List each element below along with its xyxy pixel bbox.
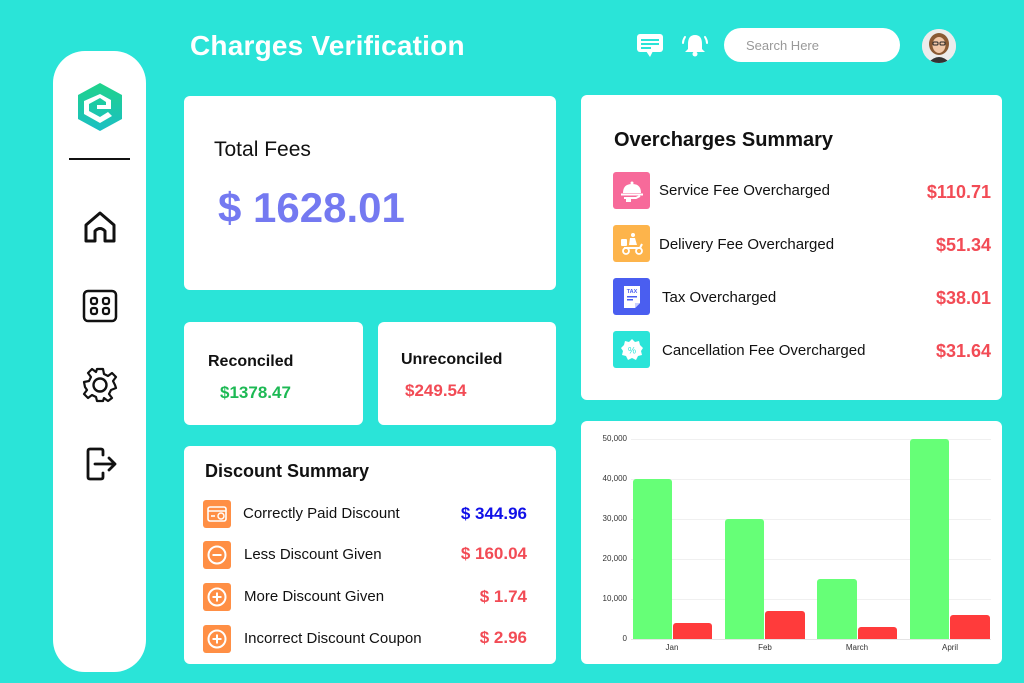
grid-icon (82, 289, 118, 323)
sidebar-divider (69, 158, 130, 160)
gridline (631, 519, 991, 520)
bar-feb-series1[interactable] (725, 519, 764, 639)
minus-circle-icon (203, 541, 231, 569)
discount-row[interactable]: Less Discount Given $ 160.04 (203, 541, 543, 571)
total-fees-card: Total Fees $ 1628.01 (184, 96, 556, 290)
brand-logo-icon[interactable] (75, 81, 125, 133)
plus-circle-icon (203, 625, 231, 653)
gear-icon (82, 367, 118, 403)
notifications-button[interactable] (680, 31, 710, 59)
y-tick: 40,000 (602, 474, 627, 483)
overcharge-row[interactable]: TAX Tax Overcharged $38.01 (613, 278, 991, 316)
home-icon (84, 211, 116, 243)
discount-value: $ 2.96 (479, 628, 527, 647)
discount-row[interactable]: More Discount Given $ 1.74 (203, 583, 543, 613)
reconciled-label: Reconciled (208, 353, 294, 370)
discount-summary-card: Discount Summary Correctly Paid Discount… (184, 446, 556, 664)
bar-feb-series2[interactable] (765, 611, 805, 639)
bell-icon (682, 35, 708, 57)
gridline (631, 479, 991, 480)
x-tick: April (941, 643, 958, 652)
gridline (631, 599, 991, 600)
overcharges-summary-title: Overcharges Summary (614, 129, 834, 151)
total-fees-value: $ 1628.01 (218, 184, 405, 231)
overcharges-summary-card: Overcharges Summary Service Fee Overchar… (581, 95, 1002, 400)
overcharge-label: Cancellation Fee Overcharged (662, 342, 866, 359)
discount-summary-title: Discount Summary (205, 461, 370, 481)
overcharge-value: $110.71 (926, 182, 991, 202)
svg-text:%: % (627, 345, 635, 355)
x-axis (631, 639, 991, 640)
y-tick: 10,000 (602, 594, 627, 603)
search-input[interactable] (724, 28, 900, 62)
svg-text:TAX: TAX (626, 289, 637, 295)
user-avatar[interactable] (922, 29, 956, 63)
overcharge-value: $38.01 (935, 288, 991, 308)
discount-label: Correctly Paid Discount (243, 505, 400, 522)
chat-button[interactable] (635, 31, 665, 59)
sidebar (53, 51, 146, 672)
tax-document-icon: TAX (613, 278, 650, 315)
sidebar-item-home[interactable] (81, 208, 119, 246)
page-title: Charges Verification (190, 30, 465, 61)
sidebar-item-logout[interactable] (81, 445, 119, 483)
bar-jan-series1[interactable] (633, 479, 672, 639)
bar-jan-series2[interactable] (673, 623, 712, 639)
unreconciled-label: Unreconciled (401, 351, 503, 368)
card-check-icon (203, 500, 231, 528)
discount-row[interactable]: Incorrect Discount Coupon $ 2.96 (203, 625, 543, 655)
y-tick: 0 (622, 634, 627, 643)
reconciled-value: $1378.47 (220, 383, 291, 402)
overcharge-row[interactable]: Delivery Fee Overcharged $51.34 (613, 225, 991, 263)
discount-label: More Discount Given (244, 588, 385, 605)
discount-row[interactable]: Correctly Paid Discount $ 344.96 (203, 500, 543, 530)
overcharge-row[interactable]: % Cancellation Fee Overcharged $31.64 (613, 331, 991, 369)
bar-march-series1[interactable] (817, 579, 857, 639)
chat-icon (637, 34, 663, 57)
discount-label: Less Discount Given (244, 546, 382, 563)
x-tick: March (845, 643, 869, 652)
unreconciled-card: Unreconciled $249.54 (378, 322, 556, 425)
total-fees-label: Total Fees (214, 138, 311, 161)
x-tick: Feb (758, 643, 772, 652)
bar-april-series2[interactable] (950, 615, 990, 639)
y-tick: 20,000 (602, 554, 627, 563)
monthly-bar-chart: 50,000 40,000 30,000 20,000 10,000 0 Jan… (581, 421, 1002, 664)
reconciled-card: Reconciled $1378.47 (184, 322, 363, 425)
overcharge-value: $31.64 (935, 341, 991, 361)
plus-circle-icon (203, 583, 231, 611)
scooter-icon (613, 225, 650, 262)
discount-label: Incorrect Discount Coupon (244, 630, 422, 647)
overcharge-value: $51.34 (935, 235, 991, 255)
unreconciled-value: $249.54 (405, 381, 467, 400)
gridline (631, 559, 991, 560)
overcharge-label: Delivery Fee Overcharged (659, 236, 835, 253)
discount-value: $ 344.96 (460, 504, 527, 523)
overcharge-label: Service Fee Overcharged (659, 182, 830, 199)
percent-badge-icon: % (613, 331, 650, 368)
y-tick: 30,000 (602, 514, 627, 523)
logout-icon (86, 447, 117, 481)
gridline (631, 439, 991, 440)
overcharge-row[interactable]: Service Fee Overcharged $110.71 (613, 172, 991, 210)
bar-march-series2[interactable] (858, 627, 897, 639)
x-tick: Jan (665, 643, 679, 652)
discount-value: $ 160.04 (460, 544, 527, 563)
cloche-icon (613, 172, 650, 209)
bar-april-series1[interactable] (910, 439, 949, 639)
y-tick: 50,000 (602, 434, 627, 443)
overcharge-label: Tax Overcharged (662, 289, 777, 306)
discount-value: $ 1.74 (479, 587, 527, 606)
sidebar-item-settings[interactable] (81, 366, 119, 404)
sidebar-item-dashboard[interactable] (81, 287, 119, 325)
